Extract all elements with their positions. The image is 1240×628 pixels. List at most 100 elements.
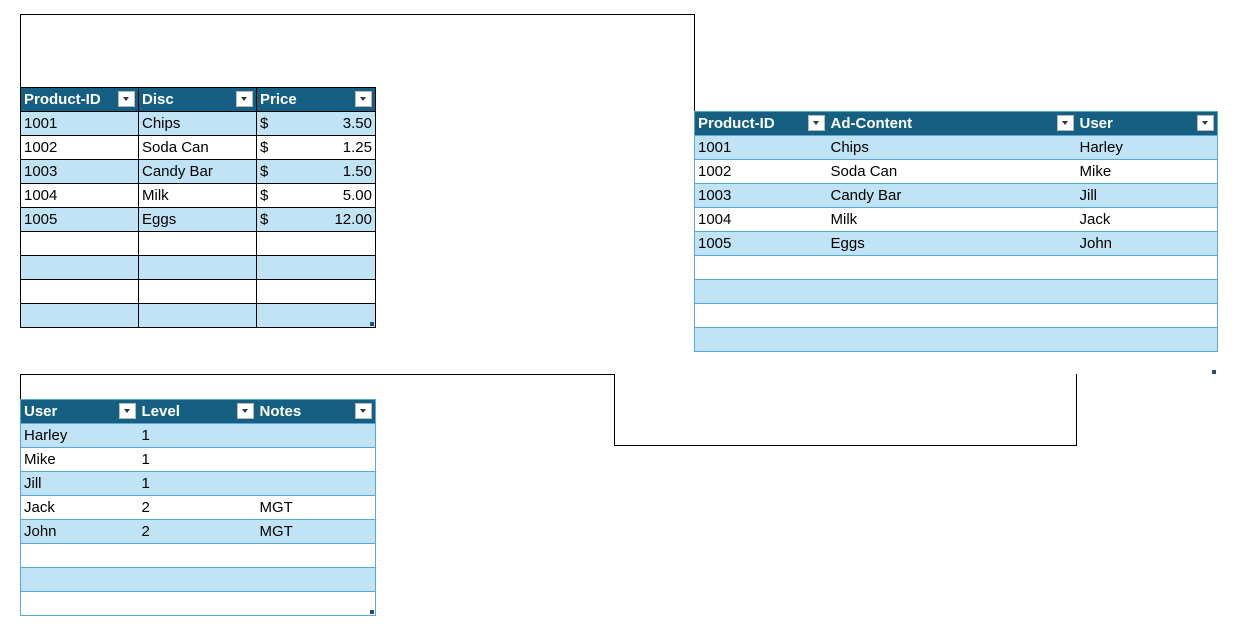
level-cell[interactable]: 1 [138, 423, 257, 448]
users-header-notes[interactable]: Notes [256, 399, 376, 424]
table-resize-handle-icon[interactable] [1212, 370, 1216, 374]
user-cell[interactable] [20, 591, 139, 616]
product-id-cell[interactable]: 1002 [20, 135, 139, 160]
product-id-cell[interactable] [694, 303, 828, 328]
disc-cell[interactable] [138, 231, 257, 256]
product-id-cell[interactable]: 1001 [694, 135, 828, 160]
users-header-user[interactable]: User [20, 399, 139, 424]
ads-header-user[interactable]: User [1076, 111, 1218, 136]
user-cell[interactable]: Harley [20, 423, 139, 448]
price-cell[interactable]: $3.50 [256, 111, 376, 136]
price-cell[interactable] [256, 231, 376, 256]
disc-cell[interactable]: Soda Can [138, 135, 257, 160]
user-cell[interactable]: Jill [1076, 183, 1218, 208]
product-id-cell[interactable] [20, 255, 139, 280]
price-cell[interactable]: $1.25 [256, 135, 376, 160]
disc-cell[interactable] [138, 303, 257, 328]
product-id-cell[interactable]: 1003 [20, 159, 139, 184]
notes-cell[interactable] [256, 591, 376, 616]
notes-cell[interactable] [256, 423, 376, 448]
filter-dropdown-icon[interactable] [236, 91, 253, 107]
filter-dropdown-icon[interactable] [118, 403, 136, 419]
disc-cell[interactable] [138, 279, 257, 304]
ad-content-cell[interactable]: Eggs [827, 231, 1077, 256]
price-cell[interactable] [256, 303, 376, 328]
ads-header-ad-content[interactable]: Ad-Content [827, 111, 1077, 136]
user-cell[interactable]: Jill [20, 471, 139, 496]
users-header-level[interactable]: Level [138, 399, 257, 424]
products-header-product-id[interactable]: Product-ID [20, 87, 139, 112]
product-id-cell[interactable] [20, 231, 139, 256]
product-id-cell[interactable]: 1004 [694, 207, 828, 232]
notes-cell[interactable] [256, 471, 376, 496]
ad-content-cell[interactable]: Candy Bar [827, 183, 1077, 208]
level-cell[interactable]: 1 [138, 447, 257, 472]
product-id-cell[interactable]: 1005 [20, 207, 139, 232]
filter-dropdown-icon[interactable] [355, 91, 372, 107]
filter-dropdown-icon[interactable] [236, 403, 254, 419]
notes-cell[interactable] [256, 447, 376, 472]
notes-cell[interactable]: MGT [256, 495, 376, 520]
table-resize-handle-icon[interactable] [370, 322, 374, 326]
price-cell[interactable] [256, 279, 376, 304]
product-id-cell[interactable]: 1003 [694, 183, 828, 208]
ad-content-cell[interactable] [827, 303, 1077, 328]
products-header-disc[interactable]: Disc [138, 87, 257, 112]
products-header-price[interactable]: Price [256, 87, 376, 112]
product-id-cell[interactable] [694, 327, 828, 352]
product-id-cell[interactable]: 1004 [20, 183, 139, 208]
user-cell[interactable] [1076, 327, 1218, 352]
product-id-cell[interactable]: 1005 [694, 231, 828, 256]
disc-cell[interactable]: Candy Bar [138, 159, 257, 184]
user-cell[interactable] [1076, 303, 1218, 328]
filter-dropdown-icon[interactable] [1197, 115, 1214, 131]
price-cell[interactable] [256, 255, 376, 280]
price-cell[interactable]: $12.00 [256, 207, 376, 232]
level-cell[interactable]: 2 [138, 495, 257, 520]
user-cell[interactable]: Harley [1076, 135, 1218, 160]
notes-cell[interactable] [256, 567, 376, 592]
level-cell[interactable] [138, 591, 257, 616]
user-cell[interactable] [1076, 279, 1218, 304]
price-cell[interactable]: $5.00 [256, 183, 376, 208]
disc-cell[interactable]: Chips [138, 111, 257, 136]
disc-cell[interactable]: Milk [138, 183, 257, 208]
user-cell[interactable]: Jack [1076, 207, 1218, 232]
level-cell[interactable] [138, 543, 257, 568]
ad-content-cell[interactable] [827, 279, 1077, 304]
notes-cell[interactable]: MGT [256, 519, 376, 544]
filter-dropdown-icon[interactable] [355, 403, 372, 419]
table-resize-handle-icon[interactable] [370, 610, 374, 614]
ad-content-cell[interactable] [827, 327, 1077, 352]
disc-cell[interactable]: Eggs [138, 207, 257, 232]
ad-content-cell[interactable] [827, 255, 1077, 280]
user-cell[interactable]: Mike [20, 447, 139, 472]
product-id-cell[interactable] [694, 255, 828, 280]
product-id-cell[interactable]: 1001 [20, 111, 139, 136]
user-cell[interactable] [1076, 255, 1218, 280]
price-cell[interactable]: $1.50 [256, 159, 376, 184]
notes-cell[interactable] [256, 543, 376, 568]
filter-dropdown-icon[interactable] [1056, 115, 1074, 131]
user-cell[interactable]: Mike [1076, 159, 1218, 184]
ad-content-cell[interactable]: Milk [827, 207, 1077, 232]
filter-dropdown-icon[interactable] [807, 115, 825, 131]
product-id-cell[interactable]: 1002 [694, 159, 828, 184]
user-cell[interactable]: Jack [20, 495, 139, 520]
product-id-cell[interactable] [20, 279, 139, 304]
filter-dropdown-icon[interactable] [118, 91, 135, 107]
product-id-cell[interactable] [20, 303, 139, 328]
user-cell[interactable]: John [20, 519, 139, 544]
ad-content-cell[interactable]: Chips [827, 135, 1077, 160]
disc-cell[interactable] [138, 255, 257, 280]
ad-content-cell[interactable]: Soda Can [827, 159, 1077, 184]
level-cell[interactable]: 1 [138, 471, 257, 496]
level-cell[interactable] [138, 567, 257, 592]
user-cell[interactable] [20, 543, 139, 568]
ads-header-product-id[interactable]: Product-ID [694, 111, 828, 136]
user-cell[interactable] [20, 567, 139, 592]
table-row [694, 327, 1218, 352]
level-cell[interactable]: 2 [138, 519, 257, 544]
user-cell[interactable]: John [1076, 231, 1218, 256]
product-id-cell[interactable] [694, 279, 828, 304]
